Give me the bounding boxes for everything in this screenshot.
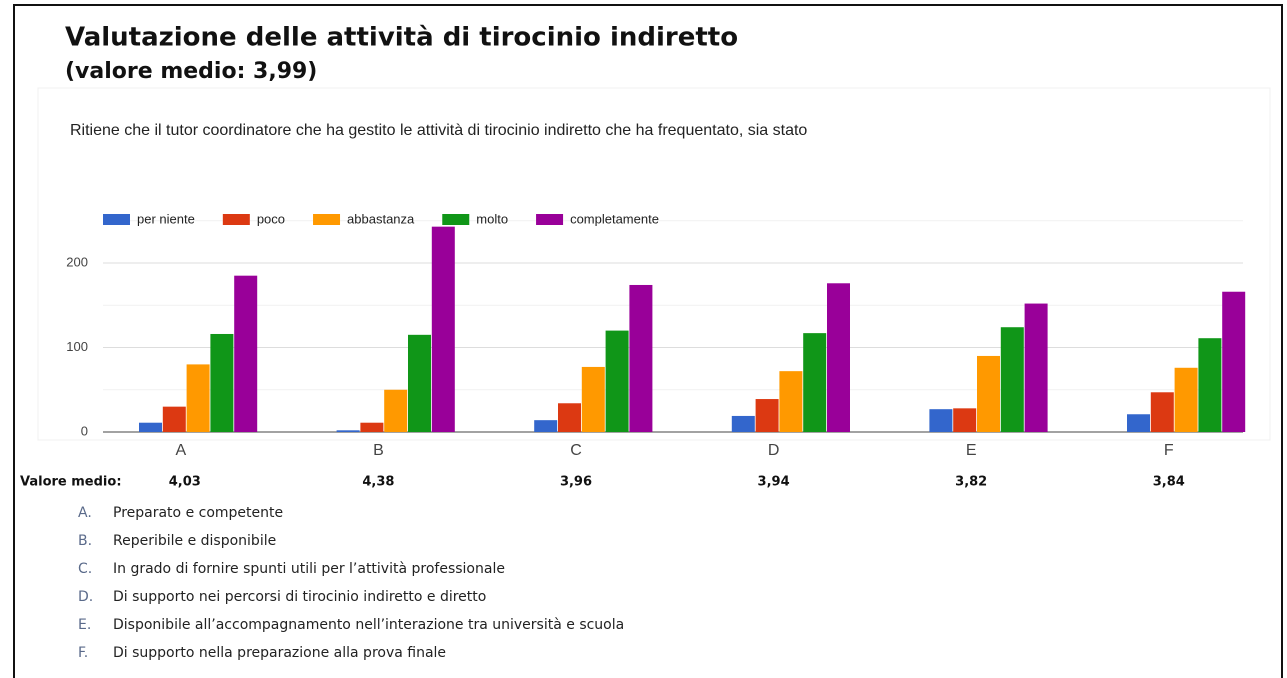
mean-value: 3,84 (1153, 475, 1185, 490)
bar (360, 422, 384, 432)
note-marker: C. (78, 561, 92, 577)
bar (234, 275, 258, 432)
note-text: Preparato e competente (113, 505, 283, 521)
bar (210, 333, 234, 432)
mean-value: 3,82 (955, 475, 987, 490)
note-text: Di supporto nella preparazione alla prov… (113, 645, 446, 661)
note-marker: F. (78, 645, 88, 661)
bar (605, 330, 629, 432)
bar (977, 355, 1000, 432)
bar (953, 408, 977, 432)
frame (13, 4, 1283, 678)
note-marker: B. (78, 533, 92, 549)
note-marker: E. (78, 617, 91, 633)
mean-value: 3,94 (758, 475, 790, 490)
bar (534, 420, 558, 432)
bar (1174, 367, 1198, 432)
mean-value: 3,96 (560, 475, 592, 490)
y-tick-label: 100 (66, 339, 88, 354)
mean-value: 4,03 (169, 475, 201, 490)
bar (431, 226, 455, 432)
x-tick-label: E (966, 442, 977, 459)
bar (384, 389, 408, 432)
slide-subtitle: (valore medio: 3,99) (65, 59, 317, 84)
y-tick-label: 0 (81, 423, 88, 438)
note-marker: A. (78, 505, 92, 521)
bar (186, 364, 210, 432)
bar (1198, 338, 1222, 432)
bar (336, 430, 360, 432)
legend-swatch (222, 214, 250, 225)
x-tick-label: B (373, 442, 384, 459)
bar (755, 399, 779, 432)
bar (1127, 414, 1150, 432)
bar (581, 366, 605, 432)
bar (929, 409, 953, 432)
note-text: Disponibile all’accompagnamento nell’int… (113, 617, 624, 633)
chart-question: Ritiene che il tutor coordinatore che ha… (70, 122, 807, 139)
legend-label: molto (476, 211, 508, 226)
note-marker: D. (78, 589, 93, 605)
legend-swatch (313, 214, 341, 225)
bar (1222, 291, 1246, 432)
bar (139, 422, 162, 432)
x-tick-label: D (768, 442, 780, 459)
bar (779, 371, 803, 432)
legend-swatch (442, 214, 470, 225)
x-tick-label: F (1164, 442, 1174, 459)
bar (1150, 392, 1174, 432)
x-tick-label: A (175, 442, 186, 459)
bar (731, 415, 755, 432)
legend-swatch (536, 214, 564, 225)
mean-value: 4,38 (362, 475, 394, 490)
mean-label: Valore medio: (20, 475, 122, 490)
bar (162, 406, 186, 432)
bar (629, 284, 653, 432)
legend-label: completamente (570, 211, 659, 226)
legend-label: poco (257, 211, 285, 226)
legend-label: per niente (137, 211, 195, 226)
bar (1000, 327, 1024, 432)
bar (827, 283, 850, 432)
legend-swatch (103, 214, 130, 225)
bar (1024, 303, 1048, 432)
y-tick-label: 200 (66, 254, 88, 269)
note-text: Di supporto nei percorsi di tirocinio in… (113, 589, 486, 605)
note-text: In grado di fornire spunti utili per l’a… (113, 561, 505, 577)
note-text: Reperibile e disponibile (113, 533, 276, 549)
x-tick-label: C (570, 442, 582, 459)
legend-label: abbastanza (347, 211, 415, 226)
bar (558, 403, 581, 432)
bar (408, 334, 431, 432)
slide-title: Valutazione delle attività di tirocinio … (65, 23, 738, 53)
bar (803, 333, 827, 432)
